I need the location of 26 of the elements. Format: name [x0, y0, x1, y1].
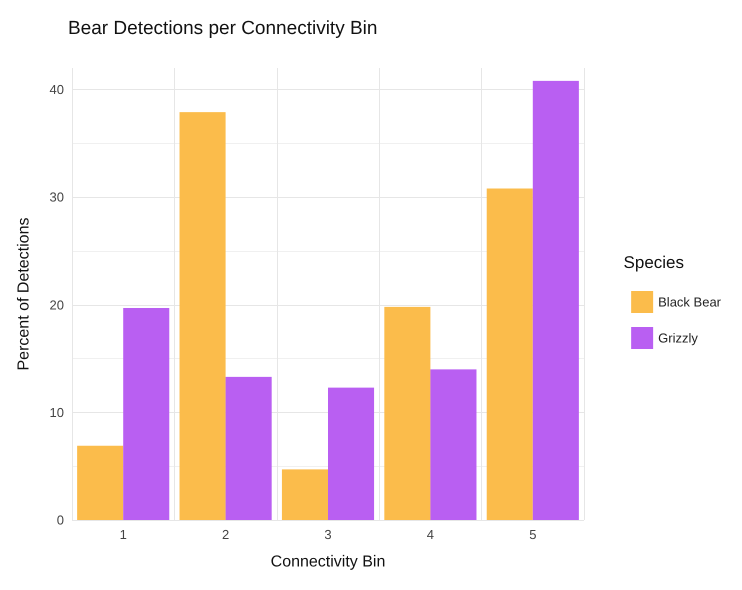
legend-title: Species	[624, 253, 684, 272]
y-tick-label: 40	[50, 82, 64, 98]
bar	[328, 388, 374, 520]
bar	[430, 369, 476, 520]
x-tick-label: 1	[120, 527, 127, 542]
bar	[282, 469, 328, 520]
y-tick-label: 30	[50, 190, 64, 205]
y-axis-title: Percent of Detections	[16, 218, 32, 370]
chart-title: Bear Detections per Connectivity Bin	[68, 18, 378, 39]
x-tick-label: 2	[222, 527, 230, 542]
x-tick-label: 4	[426, 527, 434, 542]
legend-label: Grizzly	[658, 330, 698, 346]
y-tick-label: 0	[56, 512, 64, 528]
bar	[384, 306, 430, 520]
y-tick-label: 20	[50, 297, 64, 312]
x-tick-label: 3	[324, 527, 332, 542]
bar	[77, 446, 124, 520]
bar	[123, 308, 170, 520]
bar	[180, 112, 226, 520]
y-tick-label: 10	[50, 404, 64, 420]
bar	[486, 188, 533, 520]
x-axis-title: Connectivity Bin	[270, 554, 386, 570]
x-tick-label: 5	[529, 527, 536, 542]
bar	[226, 376, 272, 520]
legend-label: Black Bear	[658, 294, 722, 310]
bar	[532, 80, 579, 520]
